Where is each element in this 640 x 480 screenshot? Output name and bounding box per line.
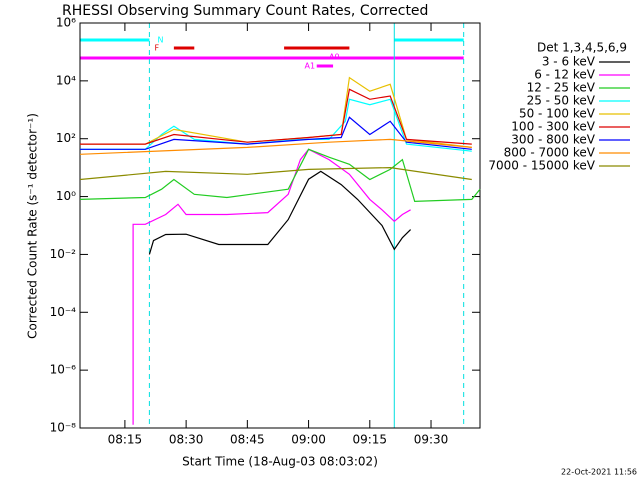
flag-label: N <box>158 36 164 45</box>
x-tick-label: 09:15 <box>352 433 387 447</box>
x-axis-label: Start Time (18-Aug-03 08:03:02) <box>182 455 378 469</box>
chart-title: RHESSI Observing Summary Count Rates, Co… <box>62 3 428 19</box>
y-tick-label: 10² <box>56 131 76 145</box>
footer: 22-Oct-2021 11:56 <box>561 468 637 477</box>
flag-label: F <box>155 44 160 53</box>
x-tick-label: 09:00 <box>291 433 326 447</box>
y-tick-label: 10⁻⁶ <box>50 363 77 377</box>
legend-title: Det 1,3,4,5,6,9 <box>537 41 627 55</box>
legend-label: 50 - 100 keV <box>519 107 596 121</box>
y-tick-label: 10⁰ <box>56 189 76 203</box>
series-line <box>80 116 472 150</box>
series-line <box>148 170 412 255</box>
legend-label: 25 - 50 keV <box>527 94 596 108</box>
y-tick-label: 10⁻⁸ <box>50 421 77 435</box>
y-tick-label: 10⁶ <box>56 16 76 30</box>
x-tick-label: 08:15 <box>108 433 143 447</box>
legend-label: 6 - 12 keV <box>534 68 596 82</box>
y-tick-label: 10⁴ <box>56 73 76 87</box>
y-tick-label: 10⁻⁴ <box>50 305 77 319</box>
x-tick-label: 08:30 <box>169 433 204 447</box>
y-tick-label: 10⁻² <box>50 247 77 261</box>
legend-label: 3 - 6 keV <box>542 55 596 69</box>
legend-label: 7000 - 15000 keV <box>488 159 595 173</box>
series-line <box>79 138 472 155</box>
series-line <box>80 88 472 145</box>
legend-label: 300 - 800 keV <box>511 133 595 147</box>
x-tick-label: 08:45 <box>230 433 265 447</box>
series-line <box>79 166 472 181</box>
flag-label: A1 <box>304 62 315 71</box>
series-line <box>79 148 481 203</box>
y-axis-label: Corrected Count Rate (s⁻¹ detector⁻¹) <box>26 113 40 339</box>
flag-label: A0 <box>329 53 340 62</box>
x-tick-label: 09:30 <box>414 433 449 447</box>
legend-label: 100 - 300 keV <box>511 120 595 134</box>
plot-frame <box>79 22 481 429</box>
legend-label: 800 - 7000 keV <box>504 146 596 160</box>
legend-label: 12 - 25 keV <box>527 81 596 95</box>
